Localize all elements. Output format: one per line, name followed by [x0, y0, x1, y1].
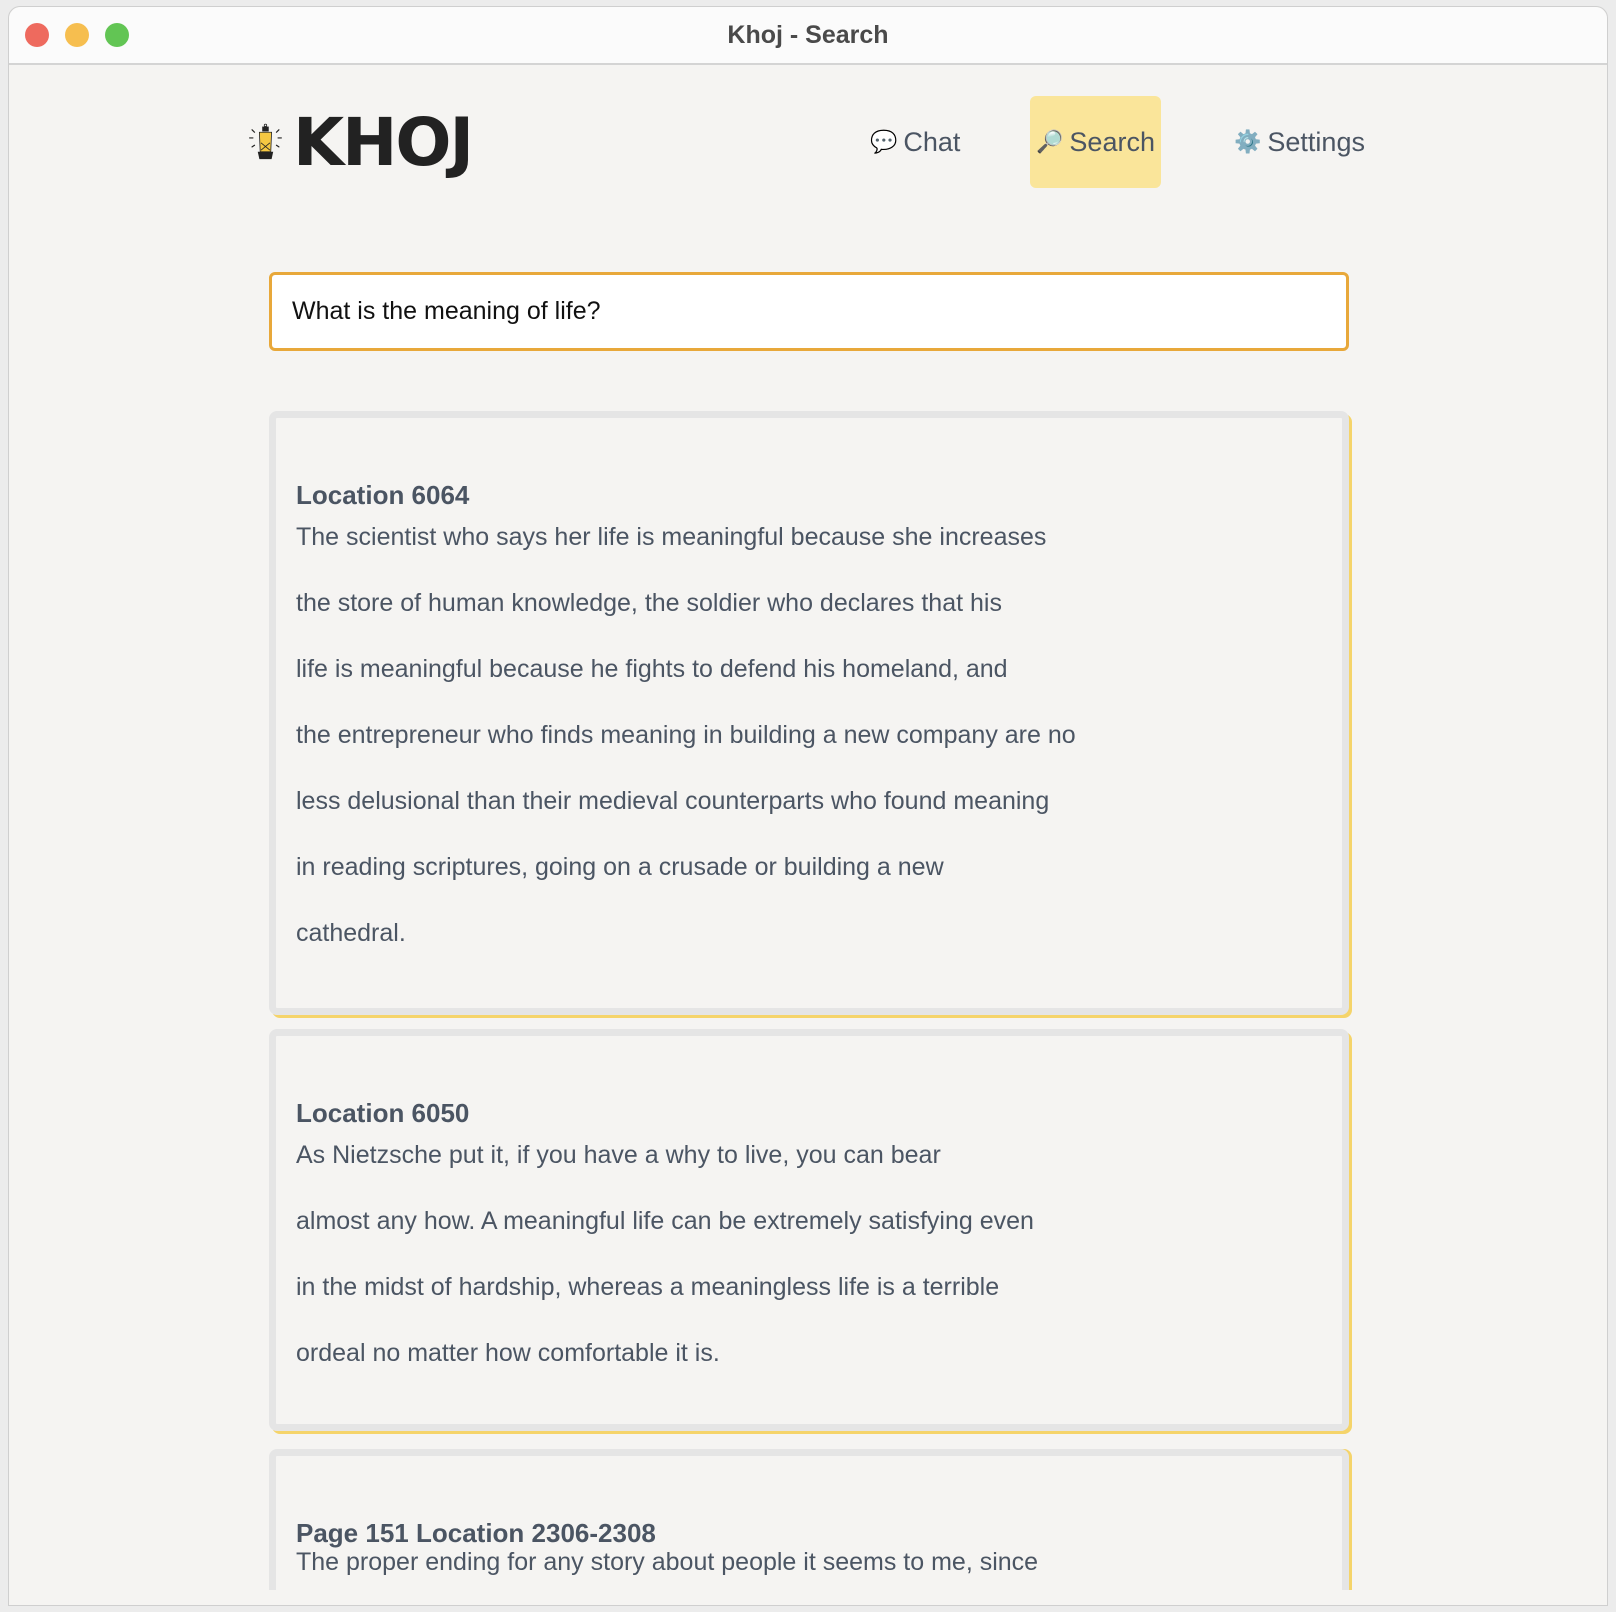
minimize-window-button[interactable] — [65, 23, 89, 47]
nav-settings-label: Settings — [1267, 126, 1365, 157]
result-line: the entrepreneur who finds meaning in bu… — [296, 721, 1076, 749]
lantern-icon — [249, 123, 282, 160]
khoj-logo[interactable]: KHOJ — [248, 96, 474, 188]
result-line: less delusional than their medieval coun… — [296, 787, 1050, 815]
result-line: As Nietzsche put it, if you have a why t… — [296, 1141, 941, 1169]
result-title: Location 6050 — [296, 1098, 470, 1128]
result-line: cathedral. — [296, 919, 406, 947]
nav-chat-label: Chat — [903, 126, 961, 157]
speech-bubble-icon: 💬 — [870, 129, 898, 154]
result-line: The proper ending for any story about pe… — [296, 1548, 1039, 1576]
result-line: life is meaningful because he fights to … — [296, 655, 1008, 683]
search-input[interactable] — [269, 272, 1349, 351]
window-title: Khoj - Search — [727, 21, 889, 49]
result-line: almost any how. A meaningful life can be… — [296, 1207, 1034, 1235]
gear-icon: ⚙️ — [1234, 129, 1262, 154]
result-line: in reading scriptures, going on a crusad… — [296, 853, 944, 881]
app-window: Khoj - Search KHOJ 💬 Chat 🔎 Search ⚙️ Se… — [8, 6, 1608, 1606]
nav-search[interactable]: 🔎 Search — [1030, 96, 1161, 188]
result-line: in the midst of hardship, whereas a mean… — [296, 1273, 1000, 1301]
logo-text: KHOJ — [292, 103, 474, 181]
result-line: ordeal no matter how comfortable it is. — [296, 1339, 720, 1367]
close-window-button[interactable] — [25, 23, 49, 47]
title-bar: Khoj - Search — [9, 7, 1607, 65]
result-line: the store of human knowledge, the soldie… — [296, 589, 1002, 617]
magnifier-icon: 🔎 — [1036, 129, 1064, 154]
result-card: Location 6064 The scientist who says her… — [269, 411, 1349, 1015]
nav-settings[interactable]: ⚙️ Settings — [1234, 96, 1365, 188]
result-line: The scientist who says her life is meani… — [296, 523, 1047, 551]
nav-search-label: Search — [1069, 126, 1155, 157]
zoom-window-button[interactable] — [105, 23, 129, 47]
result-title: Page 151 Location 2306-2308 — [296, 1518, 656, 1548]
result-card: Page 151 Location 2306-2308 The proper e… — [269, 1449, 1349, 1590]
result-card: Location 6050 As Nietzsche put it, if yo… — [269, 1029, 1349, 1431]
result-title: Location 6064 — [296, 480, 470, 510]
nav-chat[interactable]: 💬 Chat — [870, 96, 960, 188]
